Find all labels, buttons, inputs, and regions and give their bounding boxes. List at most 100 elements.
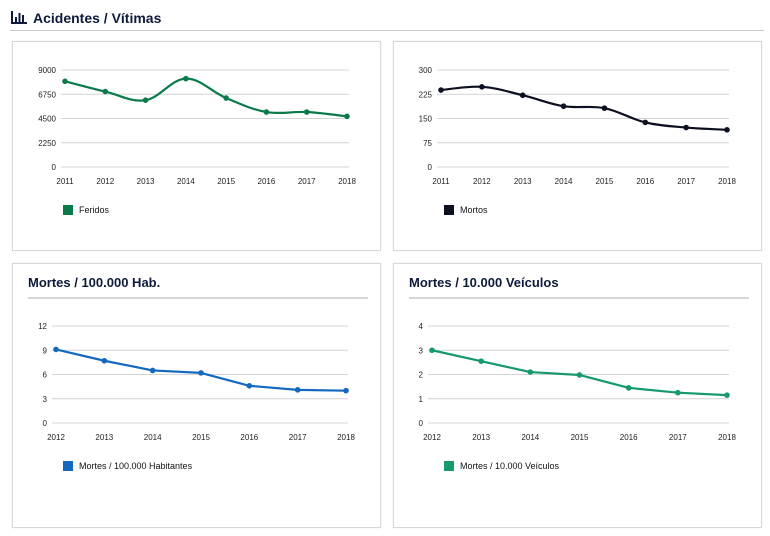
x-tick-label: 2012 [473, 177, 491, 186]
bar-chart-icon [11, 11, 27, 24]
card-title: Mortes / 100.000 Hab. [28, 275, 161, 290]
chart-card-mortes-veiculos: Mortes / 10.000 Veículos 0 1 2 3 4 2012 2013 20… [393, 263, 762, 528]
data-point [101, 357, 108, 364]
legend[interactable]: Mortes / 100.000 Habitantes [63, 461, 192, 471]
x-tick-label: 2015 [217, 177, 235, 186]
series-line [63, 77, 349, 118]
data-point [625, 385, 632, 391]
y-tick-label: 0 [419, 419, 424, 428]
x-tick-label: 2018 [338, 177, 356, 186]
x-tick-label: 2017 [677, 177, 695, 186]
data-point [183, 75, 189, 82]
y-tick-label: 9 [43, 346, 48, 355]
data-point [263, 109, 270, 115]
data-point [223, 95, 229, 101]
data-point [560, 103, 567, 110]
y-tick-label: 0 [428, 163, 433, 172]
data-point [142, 97, 149, 103]
x-tick-label: 2012 [423, 433, 441, 442]
y-tick-label: 3 [43, 395, 48, 404]
divider [28, 297, 368, 299]
x-tick-label: 2016 [620, 433, 638, 442]
legend-label: Feridos [79, 205, 110, 215]
y-tick-label: 3 [419, 346, 424, 355]
y-tick-label: 6 [43, 371, 48, 380]
x-tick-label: 2018 [718, 177, 736, 186]
card-title: Mortes / 10.000 Veículos [409, 275, 559, 290]
section-header: Acidentes / Vítimas [10, 6, 764, 31]
x-tick-label: 2016 [240, 433, 258, 442]
x-tick-label: 2014 [555, 177, 573, 186]
y-tick-label: 0 [52, 163, 57, 172]
chart-card-mortes-hab: Mortes / 100.000 Hab. 0 3 6 9 12 2012 2013 2014… [12, 263, 381, 528]
data-point [479, 84, 485, 90]
y-tick-label: 6750 [38, 90, 56, 99]
y-tick-label: 75 [423, 139, 432, 148]
section-title: Acidentes / Vítimas [33, 10, 162, 26]
x-tick-label: 2012 [96, 177, 114, 186]
data-point [198, 370, 204, 376]
y-tick-label: 4 [419, 322, 424, 331]
data-point [246, 383, 253, 389]
x-tick-label: 2016 [636, 177, 654, 186]
legend[interactable]: Feridos [63, 205, 109, 215]
legend-label: Mortos [460, 205, 488, 215]
x-tick-label: 2015 [596, 177, 614, 186]
x-tick-label: 2013 [514, 177, 532, 186]
data-point [642, 119, 649, 126]
data-point [675, 389, 681, 396]
chart-mortos: 0 75 150 225 300 2011 2012 2013 2014 2015 2016 2017… [419, 66, 737, 186]
y-tick-label: 0 [43, 419, 48, 428]
data-point [62, 78, 68, 85]
x-tick-label: 2014 [521, 433, 539, 442]
x-tick-label: 2011 [56, 177, 74, 186]
x-tick-label: 2015 [571, 433, 589, 442]
data-point [576, 372, 583, 378]
divider [409, 297, 749, 299]
data-point [683, 124, 689, 131]
y-tick-label: 150 [419, 115, 433, 124]
y-tick-label: 2250 [38, 139, 56, 148]
legend-swatch [63, 461, 73, 471]
data-point [102, 88, 109, 95]
data-point [724, 392, 730, 398]
legend-swatch [444, 205, 454, 215]
data-point [294, 387, 301, 393]
y-tick-label: 2 [419, 371, 424, 380]
y-tick-label: 12 [38, 322, 47, 331]
legend[interactable]: Mortos [444, 205, 488, 215]
series-line [439, 85, 729, 131]
chart-card-feridos: 0 2250 4500 6750 9000 2011 2012 2013 2014 2015 201… [12, 41, 381, 251]
chart-mortes-veiculos: 0 1 2 3 4 2012 2013 2014 2015 2016 2017 2018 [419, 322, 737, 442]
chart-feridos: 0 2250 4500 6750 9000 2011 2012 2013 2014 2015 201… [38, 66, 356, 186]
y-tick-label: 300 [419, 66, 433, 75]
x-tick-label: 2014 [144, 433, 162, 442]
x-tick-label: 2018 [718, 433, 736, 442]
legend-label: Mortes / 10.000 Veículos [460, 461, 560, 471]
data-point [724, 127, 730, 133]
data-point [601, 105, 608, 111]
legend-label: Mortes / 100.000 Habitantes [79, 461, 193, 471]
data-point [343, 387, 349, 394]
x-tick-label: 2017 [669, 433, 687, 442]
x-tick-label: 2011 [432, 177, 450, 186]
y-tick-label: 4500 [38, 115, 56, 124]
y-tick-label: 9000 [38, 66, 56, 75]
x-tick-label: 2013 [95, 433, 113, 442]
data-point [149, 367, 156, 374]
x-tick-label: 2012 [47, 433, 65, 442]
data-point [344, 113, 350, 120]
x-tick-label: 2018 [337, 433, 355, 442]
legend-swatch [63, 205, 73, 215]
data-point [438, 87, 444, 93]
x-tick-label: 2014 [177, 177, 195, 186]
data-point [478, 358, 484, 364]
x-tick-label: 2015 [192, 433, 210, 442]
chart-card-mortos: 0 75 150 225 300 2011 2012 2013 2014 2015 2016 2017… [393, 41, 762, 251]
x-tick-label: 2017 [298, 177, 316, 186]
x-tick-label: 2017 [289, 433, 307, 442]
series-line [54, 348, 348, 392]
data-point [53, 346, 59, 353]
legend[interactable]: Mortes / 10.000 Veículos [444, 461, 559, 471]
data-point [303, 109, 310, 115]
